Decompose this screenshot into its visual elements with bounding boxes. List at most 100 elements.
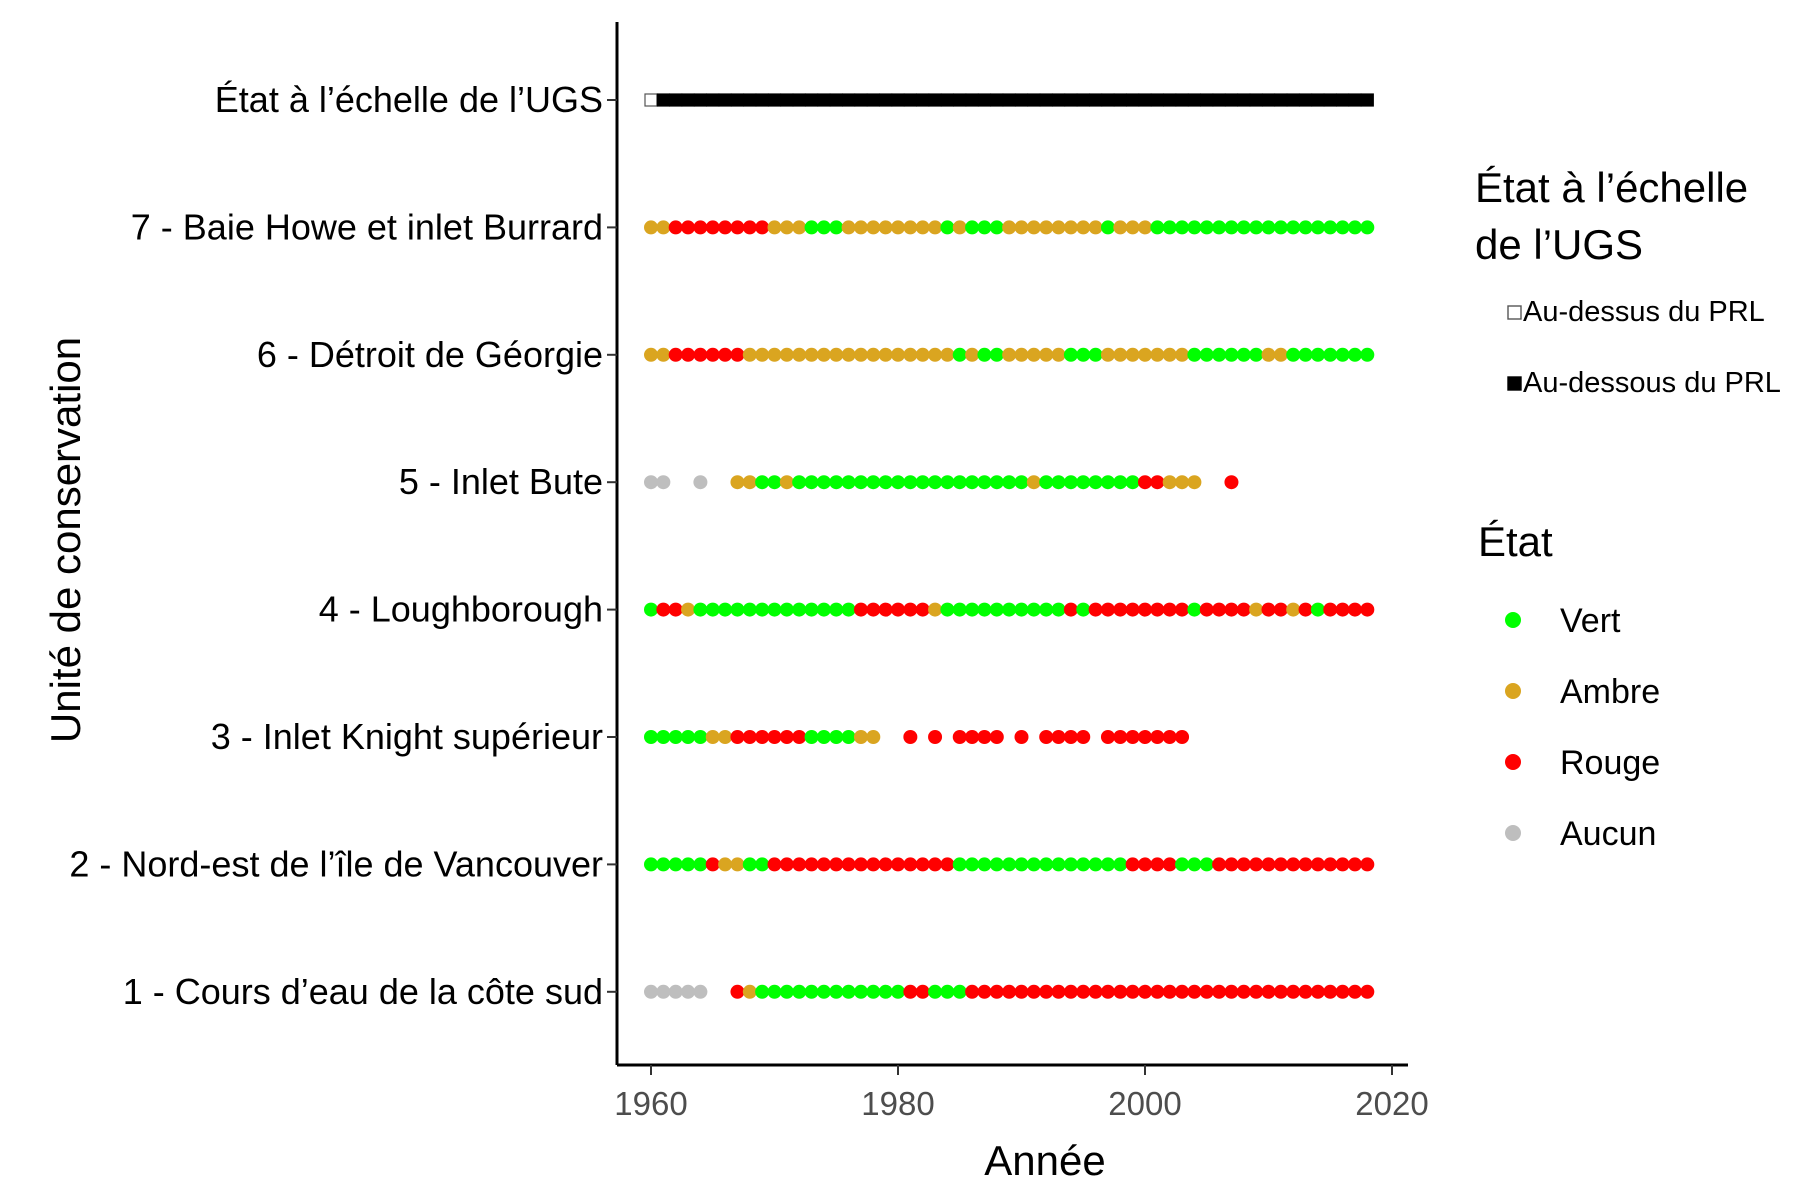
data-point [928, 220, 943, 235]
y-tick-label: 2 - Nord-est de l’île de Vancouver [69, 843, 603, 884]
data-point [693, 730, 708, 744]
data-point [779, 730, 794, 744]
y-tick-label: 4 - Loughborough [319, 589, 603, 630]
data-point [1286, 602, 1301, 617]
x-tick-label: 2000 [1108, 1085, 1181, 1122]
data-point [779, 602, 794, 617]
x-tick-label: 2020 [1355, 1085, 1428, 1122]
data-point [718, 730, 733, 744]
data-point [1076, 347, 1091, 362]
data-point [1014, 347, 1029, 362]
series-7 [644, 984, 1375, 999]
data-point [1335, 984, 1350, 999]
data-point [1310, 857, 1325, 872]
data-point [841, 475, 856, 490]
data-point [1014, 730, 1029, 744]
data-point [816, 347, 831, 362]
data-point [1150, 730, 1165, 744]
data-point [668, 730, 683, 744]
data-point [816, 730, 831, 744]
data-point [952, 857, 967, 872]
data-point [1100, 220, 1115, 235]
data-point [1162, 984, 1177, 999]
data-point [755, 220, 770, 235]
series-4 [644, 602, 1375, 617]
data-point [644, 730, 658, 744]
data-point [940, 93, 955, 107]
data-point [1212, 347, 1227, 362]
data-point [1076, 730, 1091, 744]
data-point [1236, 347, 1251, 362]
data-point [1199, 347, 1214, 362]
data-point [1039, 475, 1054, 490]
series-5 [644, 730, 1190, 744]
data-point [1063, 475, 1078, 490]
legend: État à l’échelle de l’UGS Au-dessus du PRL… [1475, 164, 1781, 853]
data-point [681, 984, 696, 999]
legend-label: Au-dessous du PRL [1523, 367, 1781, 399]
data-point [841, 220, 856, 235]
data-point [705, 602, 720, 617]
data-point [1064, 93, 1078, 107]
data-point [903, 984, 918, 999]
data-point [965, 857, 980, 872]
data-point [1088, 93, 1103, 107]
data-point [1323, 220, 1338, 235]
data-point [1063, 347, 1078, 362]
data-point [940, 475, 955, 490]
data-point [742, 857, 757, 872]
data-point [1113, 475, 1128, 490]
series-0 [644, 93, 1374, 107]
data-point [1113, 220, 1128, 235]
data-point [1286, 93, 1300, 107]
data-point [779, 220, 794, 235]
data-point [1335, 602, 1350, 617]
data-point [804, 220, 819, 235]
data-point [743, 93, 757, 107]
data-point [1310, 220, 1325, 235]
data-point [1027, 93, 1041, 107]
data-point [1039, 857, 1054, 872]
data-point [804, 347, 819, 362]
data-point [1100, 347, 1115, 362]
data-point [644, 347, 658, 362]
data-point [915, 347, 930, 362]
data-point [669, 93, 683, 107]
data-point [767, 93, 782, 107]
data-point [792, 857, 807, 872]
data-point [1273, 220, 1288, 235]
data-point [1138, 602, 1152, 617]
legend-label: Rouge [1560, 744, 1660, 782]
legend-title: État à l’échelle [1475, 164, 1748, 211]
data-point [1113, 93, 1127, 107]
data-point [989, 347, 1004, 362]
data-point [903, 220, 918, 235]
data-point [928, 730, 943, 744]
data-point [730, 602, 745, 617]
data-point [879, 93, 893, 107]
data-point [668, 984, 683, 999]
data-point [1224, 93, 1239, 107]
data-point [1175, 984, 1190, 999]
data-point [1125, 602, 1140, 617]
data-point [1175, 602, 1190, 617]
data-point [792, 93, 806, 107]
data-point [1286, 347, 1301, 362]
data-point [1138, 475, 1152, 490]
data-point [1236, 220, 1251, 235]
data-point [1175, 730, 1190, 744]
data-point [1335, 347, 1350, 362]
data-point [829, 475, 844, 490]
data-point [878, 984, 893, 999]
data-point [1051, 475, 1066, 490]
data-point [1138, 857, 1152, 872]
data-point [755, 602, 770, 617]
data-point [1051, 730, 1066, 744]
data-point [1126, 93, 1140, 107]
data-point [767, 475, 782, 490]
data-point [1002, 857, 1017, 872]
data-point [742, 602, 757, 617]
data-point [989, 220, 1004, 235]
data-point [1273, 984, 1288, 999]
